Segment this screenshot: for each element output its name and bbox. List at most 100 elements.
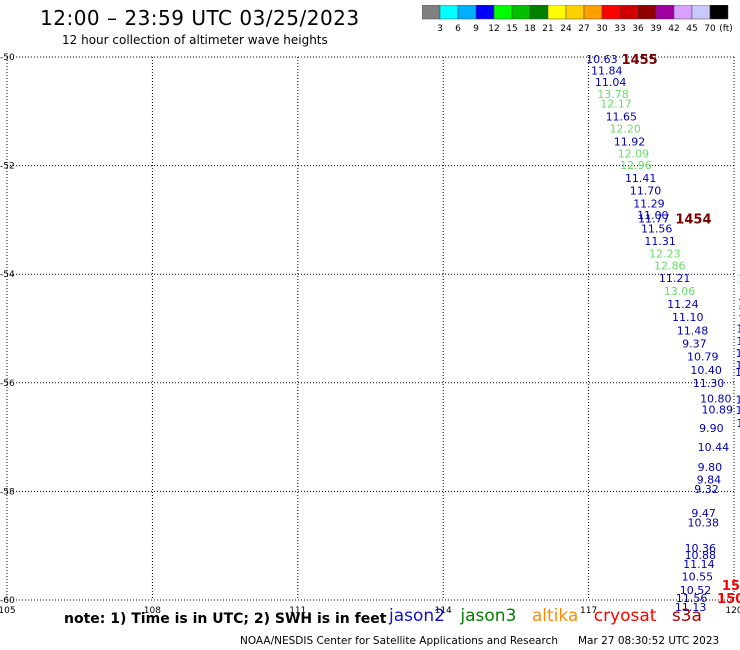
- swh-data-label: 12.09: [618, 148, 650, 161]
- swh-data-label: 10.: [735, 347, 740, 360]
- swh-data-label: 10.: [735, 404, 740, 417]
- satellite-legend-s3a: s3a: [671, 606, 702, 626]
- colorbar-tick-label: 15: [506, 24, 517, 34]
- swh-data-label: 10.52: [680, 584, 712, 597]
- swh-data-label: 9.84: [697, 473, 722, 486]
- colorbar-tick-label: 70: [704, 24, 716, 34]
- colorbar-tick-label: 33: [614, 24, 625, 34]
- swh-data-label: 11.30: [693, 377, 725, 390]
- swh-data-label: 11.21: [659, 272, 691, 285]
- x-tick-label: 105: [0, 606, 16, 616]
- swh-data-label: 9.32: [694, 483, 719, 496]
- swh-data-label: 10.40: [690, 364, 722, 377]
- swh-data-label: 10.6: [735, 359, 740, 372]
- swh-data-label: 12.23: [649, 248, 681, 261]
- orbit-track-label: 1454: [675, 212, 711, 227]
- y-tick-label: -56: [0, 379, 15, 389]
- y-tick-label: -52: [0, 162, 15, 172]
- colorbar-tick-label: 30: [596, 24, 608, 34]
- swh-data-label: 10.36: [685, 542, 717, 555]
- swh-data-label: 11: [738, 306, 740, 319]
- swh-data-label: 10.89: [702, 403, 734, 416]
- chart-title: 12:00 – 23:59 UTC 03/25/2023: [40, 6, 360, 30]
- swh-data-label: 12.96: [620, 159, 652, 172]
- swh-data-label: 13.78: [597, 88, 629, 101]
- swh-data-label: 10.63: [586, 53, 618, 66]
- satellite-legend-altika: altika: [531, 606, 579, 626]
- swh-data-label: 9.90: [699, 422, 724, 435]
- footer-note: note: 1) Time is in UTC; 2) SWH is in fe…: [64, 611, 387, 627]
- y-tick-label: -58: [0, 487, 15, 497]
- y-tick-label: -60: [0, 596, 15, 606]
- swh-data-label: 12.17: [600, 98, 632, 111]
- swh-data-label: 11.31: [644, 235, 676, 248]
- x-tick-label: 108: [144, 606, 161, 616]
- x-tick-label: 111: [289, 606, 306, 616]
- swh-data-label: 10: [736, 417, 740, 430]
- swh-data-label: 11.00: [637, 209, 669, 222]
- colorbar-tick-label: 18: [524, 24, 536, 34]
- swh-data-label: 13.06: [664, 285, 696, 298]
- swh-data-label: 10.55: [682, 571, 714, 584]
- swh-data-label: 11.14: [683, 558, 715, 571]
- colorbar-tick-label: 9: [473, 24, 479, 34]
- x-tick-label: 120: [725, 606, 740, 616]
- swh-data-label: 12: [737, 273, 740, 286]
- swh-data-label: 11.70: [630, 185, 662, 198]
- swh-data-label: 12.86: [654, 260, 686, 273]
- swh-data-label: 11.24: [667, 298, 699, 311]
- swh-data-label: 10.3: [735, 366, 740, 379]
- swh-data-label: 10.38: [687, 516, 719, 529]
- swh-data-label: 12.20: [609, 123, 641, 136]
- x-tick-label: 114: [435, 606, 452, 616]
- satellite-legend-jason2: jason2: [389, 606, 445, 626]
- y-tick-label: -50: [0, 53, 15, 63]
- colorbar-unit-label: (ft): [719, 24, 732, 34]
- colorbar-tick-label: 45: [686, 24, 697, 34]
- swh-data-label: 10.8: [735, 394, 740, 407]
- swh-data-label: 10.44: [698, 441, 730, 454]
- swh-data-label: 11.92: [614, 136, 646, 149]
- colorbar-tick-label: 24: [560, 24, 572, 34]
- swh-data-label: 11.29: [633, 198, 665, 211]
- swh-data-label: 11.77: [638, 212, 670, 225]
- satellite-legend-cryosat: cryosat: [593, 606, 657, 626]
- swh-data-label: 11.65: [606, 111, 638, 124]
- swh-data-label: 9.47: [691, 507, 716, 520]
- swh-data-label: 9.80: [698, 461, 723, 474]
- satellite-legend-jason3: jason3: [460, 606, 517, 626]
- swh-data-label: 11.41: [625, 172, 657, 185]
- chart-subtitle: 12 hour collection of altimeter wave hei…: [62, 33, 328, 47]
- colorbar-swatch: [709, 5, 729, 20]
- colorbar-tick-label: 27: [578, 24, 589, 34]
- swh-data-label: 11.04: [595, 76, 627, 89]
- colorbar-tick-label: 12: [488, 24, 499, 34]
- orbit-track-label: 150: [717, 592, 740, 607]
- orbit-track-label: 1455: [622, 53, 658, 68]
- color-scale-legend: 3 6 9 12 15 18 21 24 27 30 33 36 39 42 45 70 (ft): [422, 5, 732, 34]
- orbit-track-label: 150: [722, 579, 740, 594]
- x-tick-label: 117: [580, 606, 597, 616]
- swh-data-label: 11.13: [675, 601, 707, 614]
- colorbar-tick-label: 39: [650, 24, 662, 34]
- swh-data-label: 9.37: [682, 338, 707, 351]
- swh-data-label: 10.79: [687, 351, 719, 364]
- colorbar-tick-label: 3: [437, 24, 443, 34]
- swh-data-label: 11.48: [677, 325, 709, 338]
- credit-line: NOAA/NESDIS Center for Satellite Applica…: [240, 635, 558, 647]
- swh-data-label: 11: [738, 296, 740, 309]
- satellite-legend: jason2 jason3 altika cryosat s3a: [389, 606, 712, 626]
- swh-data-label: 10.80: [700, 393, 732, 406]
- swh-data-label: 11.56: [641, 223, 673, 236]
- colorbar-tick-label: 21: [542, 24, 553, 34]
- generation-timestamp: Mar 27 08:30:52 UTC 2023: [578, 635, 720, 647]
- swh-data-label: 11.10: [672, 311, 704, 324]
- swh-data-label: 11.56: [676, 592, 708, 605]
- y-tick-label: -54: [0, 270, 15, 280]
- colorbar-tick-label: 6: [455, 24, 461, 34]
- swh-data-label: 11.84: [591, 65, 623, 78]
- colorbar-tick-label: 36: [632, 24, 644, 34]
- swh-data-label: 10.: [736, 335, 740, 348]
- swh-data-label: 10.88: [685, 549, 717, 562]
